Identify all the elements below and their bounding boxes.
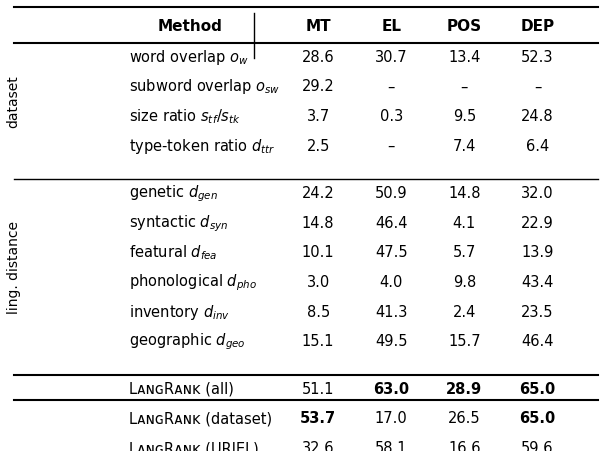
Text: POS: POS	[447, 18, 482, 33]
Text: 3.7: 3.7	[307, 109, 330, 124]
Text: 53.7: 53.7	[300, 410, 336, 425]
Text: 52.3: 52.3	[521, 50, 554, 64]
Text: geographic $d_{geo}$: geographic $d_{geo}$	[129, 331, 246, 351]
Text: 8.5: 8.5	[307, 304, 330, 319]
Text: 63.0: 63.0	[373, 381, 409, 396]
Text: subword overlap $o_{sw}$: subword overlap $o_{sw}$	[129, 77, 280, 96]
Text: 2.4: 2.4	[453, 304, 476, 319]
Text: 59.6: 59.6	[521, 440, 554, 451]
Text: EL: EL	[381, 18, 401, 33]
Text: 13.4: 13.4	[448, 50, 480, 64]
Text: featural $d_{fea}$: featural $d_{fea}$	[129, 243, 218, 262]
Text: 28.9: 28.9	[446, 381, 482, 396]
Text: 15.7: 15.7	[448, 334, 480, 349]
Text: 22.9: 22.9	[521, 215, 554, 230]
Text: MT: MT	[305, 18, 331, 33]
Text: 46.4: 46.4	[375, 215, 408, 230]
Text: LᴀɴɢRᴀɴᴋ (all): LᴀɴɢRᴀɴᴋ (all)	[129, 381, 234, 396]
Text: 2.5: 2.5	[307, 138, 330, 153]
Text: 26.5: 26.5	[448, 410, 480, 425]
Text: 9.8: 9.8	[453, 275, 476, 290]
Text: 14.8: 14.8	[448, 186, 480, 201]
Text: LᴀɴɢRᴀɴᴋ (URIEL): LᴀɴɢRᴀɴᴋ (URIEL)	[129, 440, 259, 451]
Text: 41.3: 41.3	[375, 304, 408, 319]
Text: 16.6: 16.6	[448, 440, 480, 451]
Text: LᴀɴɢRᴀɴᴋ (dataset): LᴀɴɢRᴀɴᴋ (dataset)	[129, 410, 272, 425]
Text: 51.1: 51.1	[302, 381, 334, 396]
Text: 4.1: 4.1	[453, 215, 476, 230]
Text: 0.3: 0.3	[379, 109, 403, 124]
Text: –: –	[387, 79, 395, 94]
Text: 6.4: 6.4	[526, 138, 549, 153]
Text: 58.1: 58.1	[375, 440, 408, 451]
Text: 10.1: 10.1	[302, 245, 335, 260]
Text: type-token ratio $d_{ttr}$: type-token ratio $d_{ttr}$	[129, 136, 276, 155]
Text: 30.7: 30.7	[375, 50, 408, 64]
Text: inventory $d_{inv}$: inventory $d_{inv}$	[129, 302, 230, 321]
Text: –: –	[461, 79, 468, 94]
Text: dataset: dataset	[7, 75, 21, 128]
Text: 4.0: 4.0	[379, 275, 403, 290]
Text: phonological $d_{pho}$: phonological $d_{pho}$	[129, 272, 257, 292]
Text: 43.4: 43.4	[521, 275, 554, 290]
Text: 32.6: 32.6	[302, 440, 334, 451]
Text: 7.4: 7.4	[453, 138, 476, 153]
Text: 24.2: 24.2	[302, 186, 335, 201]
Text: 15.1: 15.1	[302, 334, 334, 349]
Text: 29.2: 29.2	[302, 79, 335, 94]
Text: 14.8: 14.8	[302, 215, 334, 230]
Text: 65.0: 65.0	[520, 410, 556, 425]
Text: genetic $d_{gen}$: genetic $d_{gen}$	[129, 183, 218, 203]
Text: 3.0: 3.0	[307, 275, 330, 290]
Text: ling. distance: ling. distance	[7, 221, 21, 313]
Text: 23.5: 23.5	[521, 304, 554, 319]
Text: 49.5: 49.5	[375, 334, 408, 349]
Text: size ratio $s_{tf}/s_{tk}$: size ratio $s_{tf}/s_{tk}$	[129, 107, 241, 125]
Text: –: –	[534, 79, 541, 94]
Text: word overlap $o_w$: word overlap $o_w$	[129, 48, 249, 67]
Text: Method: Method	[158, 18, 223, 33]
Text: 32.0: 32.0	[521, 186, 554, 201]
Text: 65.0: 65.0	[520, 381, 556, 396]
Text: 46.4: 46.4	[521, 334, 554, 349]
Text: 17.0: 17.0	[375, 410, 408, 425]
Text: 5.7: 5.7	[453, 245, 476, 260]
Text: 50.9: 50.9	[375, 186, 408, 201]
Text: DEP: DEP	[520, 18, 554, 33]
Text: 9.5: 9.5	[453, 109, 476, 124]
Text: 24.8: 24.8	[521, 109, 554, 124]
Text: 47.5: 47.5	[375, 245, 408, 260]
Text: –: –	[387, 138, 395, 153]
Text: syntactic $d_{syn}$: syntactic $d_{syn}$	[129, 212, 228, 233]
Text: 13.9: 13.9	[521, 245, 554, 260]
Text: 28.6: 28.6	[302, 50, 335, 64]
